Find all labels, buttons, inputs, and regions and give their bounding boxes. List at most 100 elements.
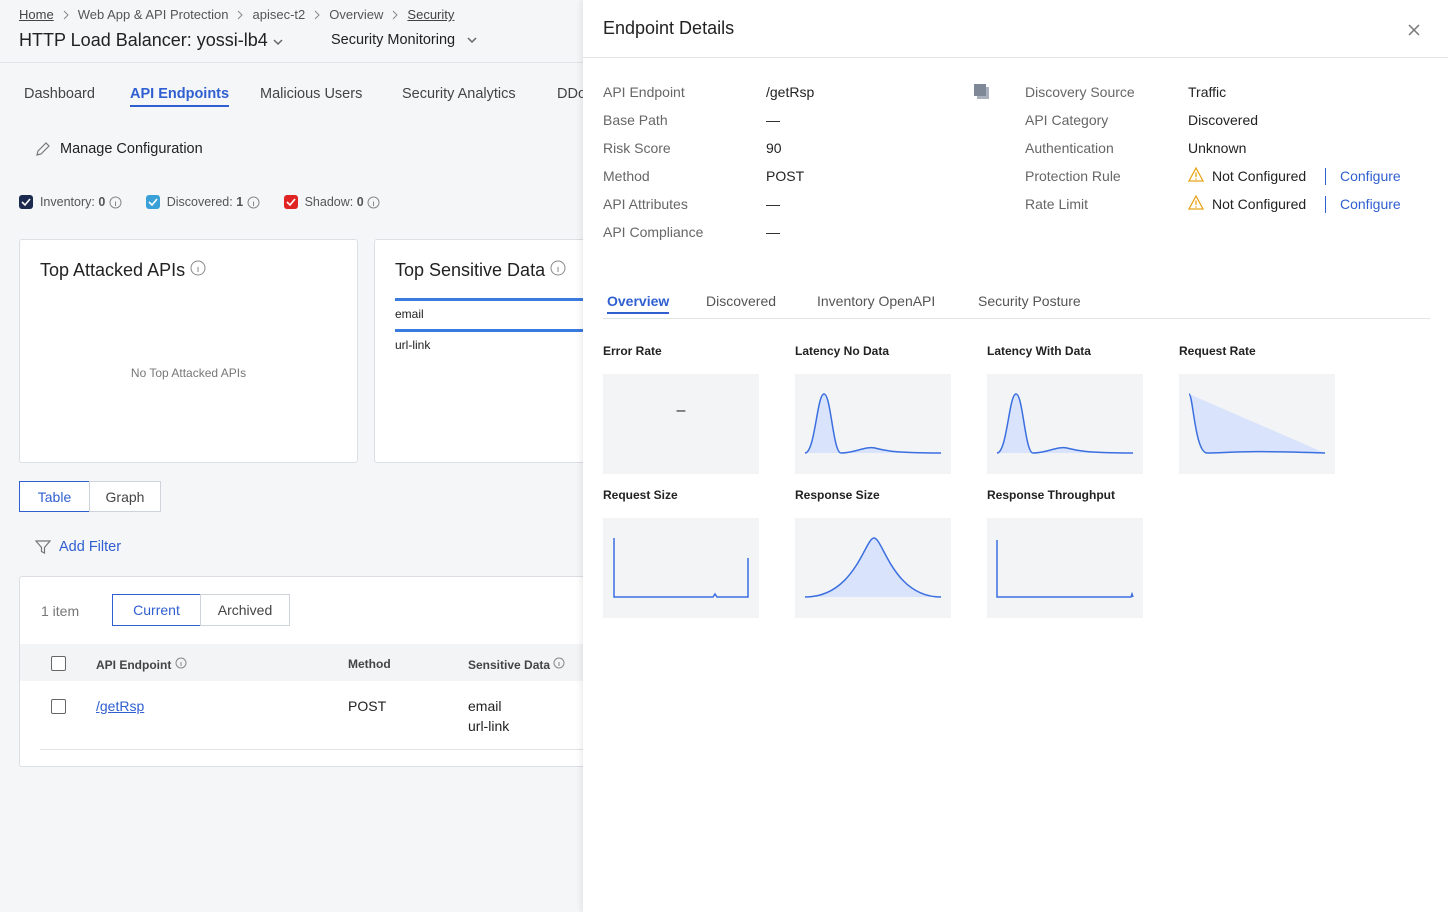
crumb[interactable]: Overview [329, 7, 383, 22]
detail-value: Discovered [1188, 112, 1258, 128]
detail-label: Discovery Source [1025, 84, 1135, 100]
sparkline [1179, 374, 1335, 474]
filter-label: Inventory: [40, 195, 95, 209]
detail-value: POST [766, 168, 804, 184]
tab[interactable]: Security Analytics [402, 86, 516, 102]
detail-value: 90 [766, 140, 782, 156]
detail-label: API Compliance [603, 224, 703, 240]
detail-value: — [766, 196, 780, 212]
item: email [395, 307, 424, 321]
filter-label: Shadow: [305, 195, 354, 209]
column-text: Sensitive Data [468, 658, 550, 672]
panel-title: Endpoint Details [603, 18, 734, 39]
column-header[interactable]: API Endpoint [96, 657, 187, 672]
checkbox[interactable] [284, 195, 298, 209]
chart-box [987, 374, 1143, 474]
endpoint-details-panel: Endpoint Details API Endpoint/getRspBase… [583, 0, 1448, 912]
warning-icon [1188, 167, 1204, 182]
chart-title: Response Size [795, 488, 880, 502]
toggle-button[interactable]: Table [19, 481, 90, 512]
crumb[interactable]: Security [407, 7, 454, 22]
chart-title: Latency With Data [987, 344, 1091, 358]
column-header[interactable]: Method [348, 657, 391, 671]
divider [40, 749, 620, 750]
cell: POST [348, 698, 386, 714]
chart-value: – [603, 402, 759, 420]
add-filter[interactable]: Add Filter [35, 539, 121, 555]
toggle-button[interactable]: Current [112, 594, 201, 626]
chevron [237, 10, 243, 20]
chart-box [603, 518, 759, 618]
crumb[interactable]: Home [19, 7, 54, 22]
warning-wrap [1188, 195, 1204, 210]
dropdown-icon [273, 38, 283, 46]
chart-title: Response Throughput [987, 488, 1115, 502]
endpoint-link[interactable]: /getRsp [96, 698, 144, 714]
funnel-icon [35, 539, 51, 555]
warning-icon [1188, 195, 1204, 210]
tab[interactable]: API Endpoints [130, 86, 229, 107]
view-select[interactable]: Security Monitoring [331, 32, 477, 48]
divider [0, 62, 583, 63]
tab[interactable]: Malicious Users [260, 86, 362, 102]
info-icon [367, 196, 380, 209]
crumb[interactable]: apisec-t2 [252, 7, 305, 22]
info-icon [247, 196, 260, 209]
add-filter-text: Add Filter [59, 539, 121, 555]
sparkline [987, 518, 1143, 618]
chart-box [795, 518, 951, 618]
sparkline [987, 374, 1143, 474]
checkbox[interactable] [146, 195, 160, 209]
info-icon [175, 657, 187, 669]
info-icon [550, 260, 566, 276]
sub-tab[interactable]: Security Posture [978, 293, 1081, 309]
close-button[interactable] [1408, 24, 1420, 36]
filter-count: 0 [357, 195, 364, 209]
dropdown-icon [467, 36, 477, 44]
title-text: HTTP Load Balancer: yossi-lb4 [19, 30, 268, 50]
sparkline [603, 518, 759, 618]
crumb[interactable]: Web App & API Protection [78, 7, 229, 22]
divider [603, 318, 1430, 319]
separator [1325, 196, 1326, 213]
chart-box: – [603, 374, 759, 474]
card-title: Top Sensitive Data [395, 260, 566, 281]
chart-title: Latency No Data [795, 344, 889, 358]
warning-wrap [1188, 167, 1204, 182]
toggle-button[interactable]: Graph [89, 481, 161, 512]
checkbox[interactable] [19, 195, 33, 209]
copy-button[interactable] [974, 84, 990, 100]
chart-box [1179, 374, 1335, 474]
configure-link[interactable]: Configure [1340, 196, 1401, 212]
sparkline [795, 374, 951, 474]
configure-link[interactable]: Configure [1340, 168, 1401, 184]
toggle-button[interactable]: Archived [200, 594, 290, 626]
item-count: 1 item [41, 603, 79, 619]
card-title-text: Top Attacked APIs [40, 260, 185, 280]
page-title[interactable]: HTTP Load Balancer: yossi-lb4 [19, 30, 283, 51]
tab[interactable]: Dashboard [24, 86, 95, 102]
chevron [63, 10, 69, 20]
sub-tab[interactable]: Discovered [706, 293, 776, 309]
filter-count: 1 [236, 195, 243, 209]
breadcrumb: Home Web App & API Protection apisec-t2 … [19, 7, 454, 22]
chart-title: Request Rate [1179, 344, 1256, 358]
pencil-icon [35, 141, 51, 157]
detail-label: API Endpoint [603, 84, 685, 100]
checkbox[interactable] [51, 656, 66, 671]
detail-label: Rate Limit [1025, 196, 1088, 212]
cell: url-link [468, 718, 509, 734]
info-icon [190, 260, 206, 276]
sub-tab[interactable]: Overview [607, 293, 669, 314]
column-header[interactable]: Sensitive Data [468, 657, 565, 672]
cell: email [468, 698, 501, 714]
info-icon [553, 657, 565, 669]
manage-configuration[interactable]: Manage Configuration [35, 141, 203, 157]
checkbox[interactable] [51, 699, 66, 714]
sub-tab[interactable]: Inventory OpenAPI [817, 293, 935, 309]
detail-label: Authentication [1025, 140, 1114, 156]
chart-title: Request Size [603, 488, 678, 502]
detail-label: Protection Rule [1025, 168, 1121, 184]
chart-title: Error Rate [603, 344, 662, 358]
